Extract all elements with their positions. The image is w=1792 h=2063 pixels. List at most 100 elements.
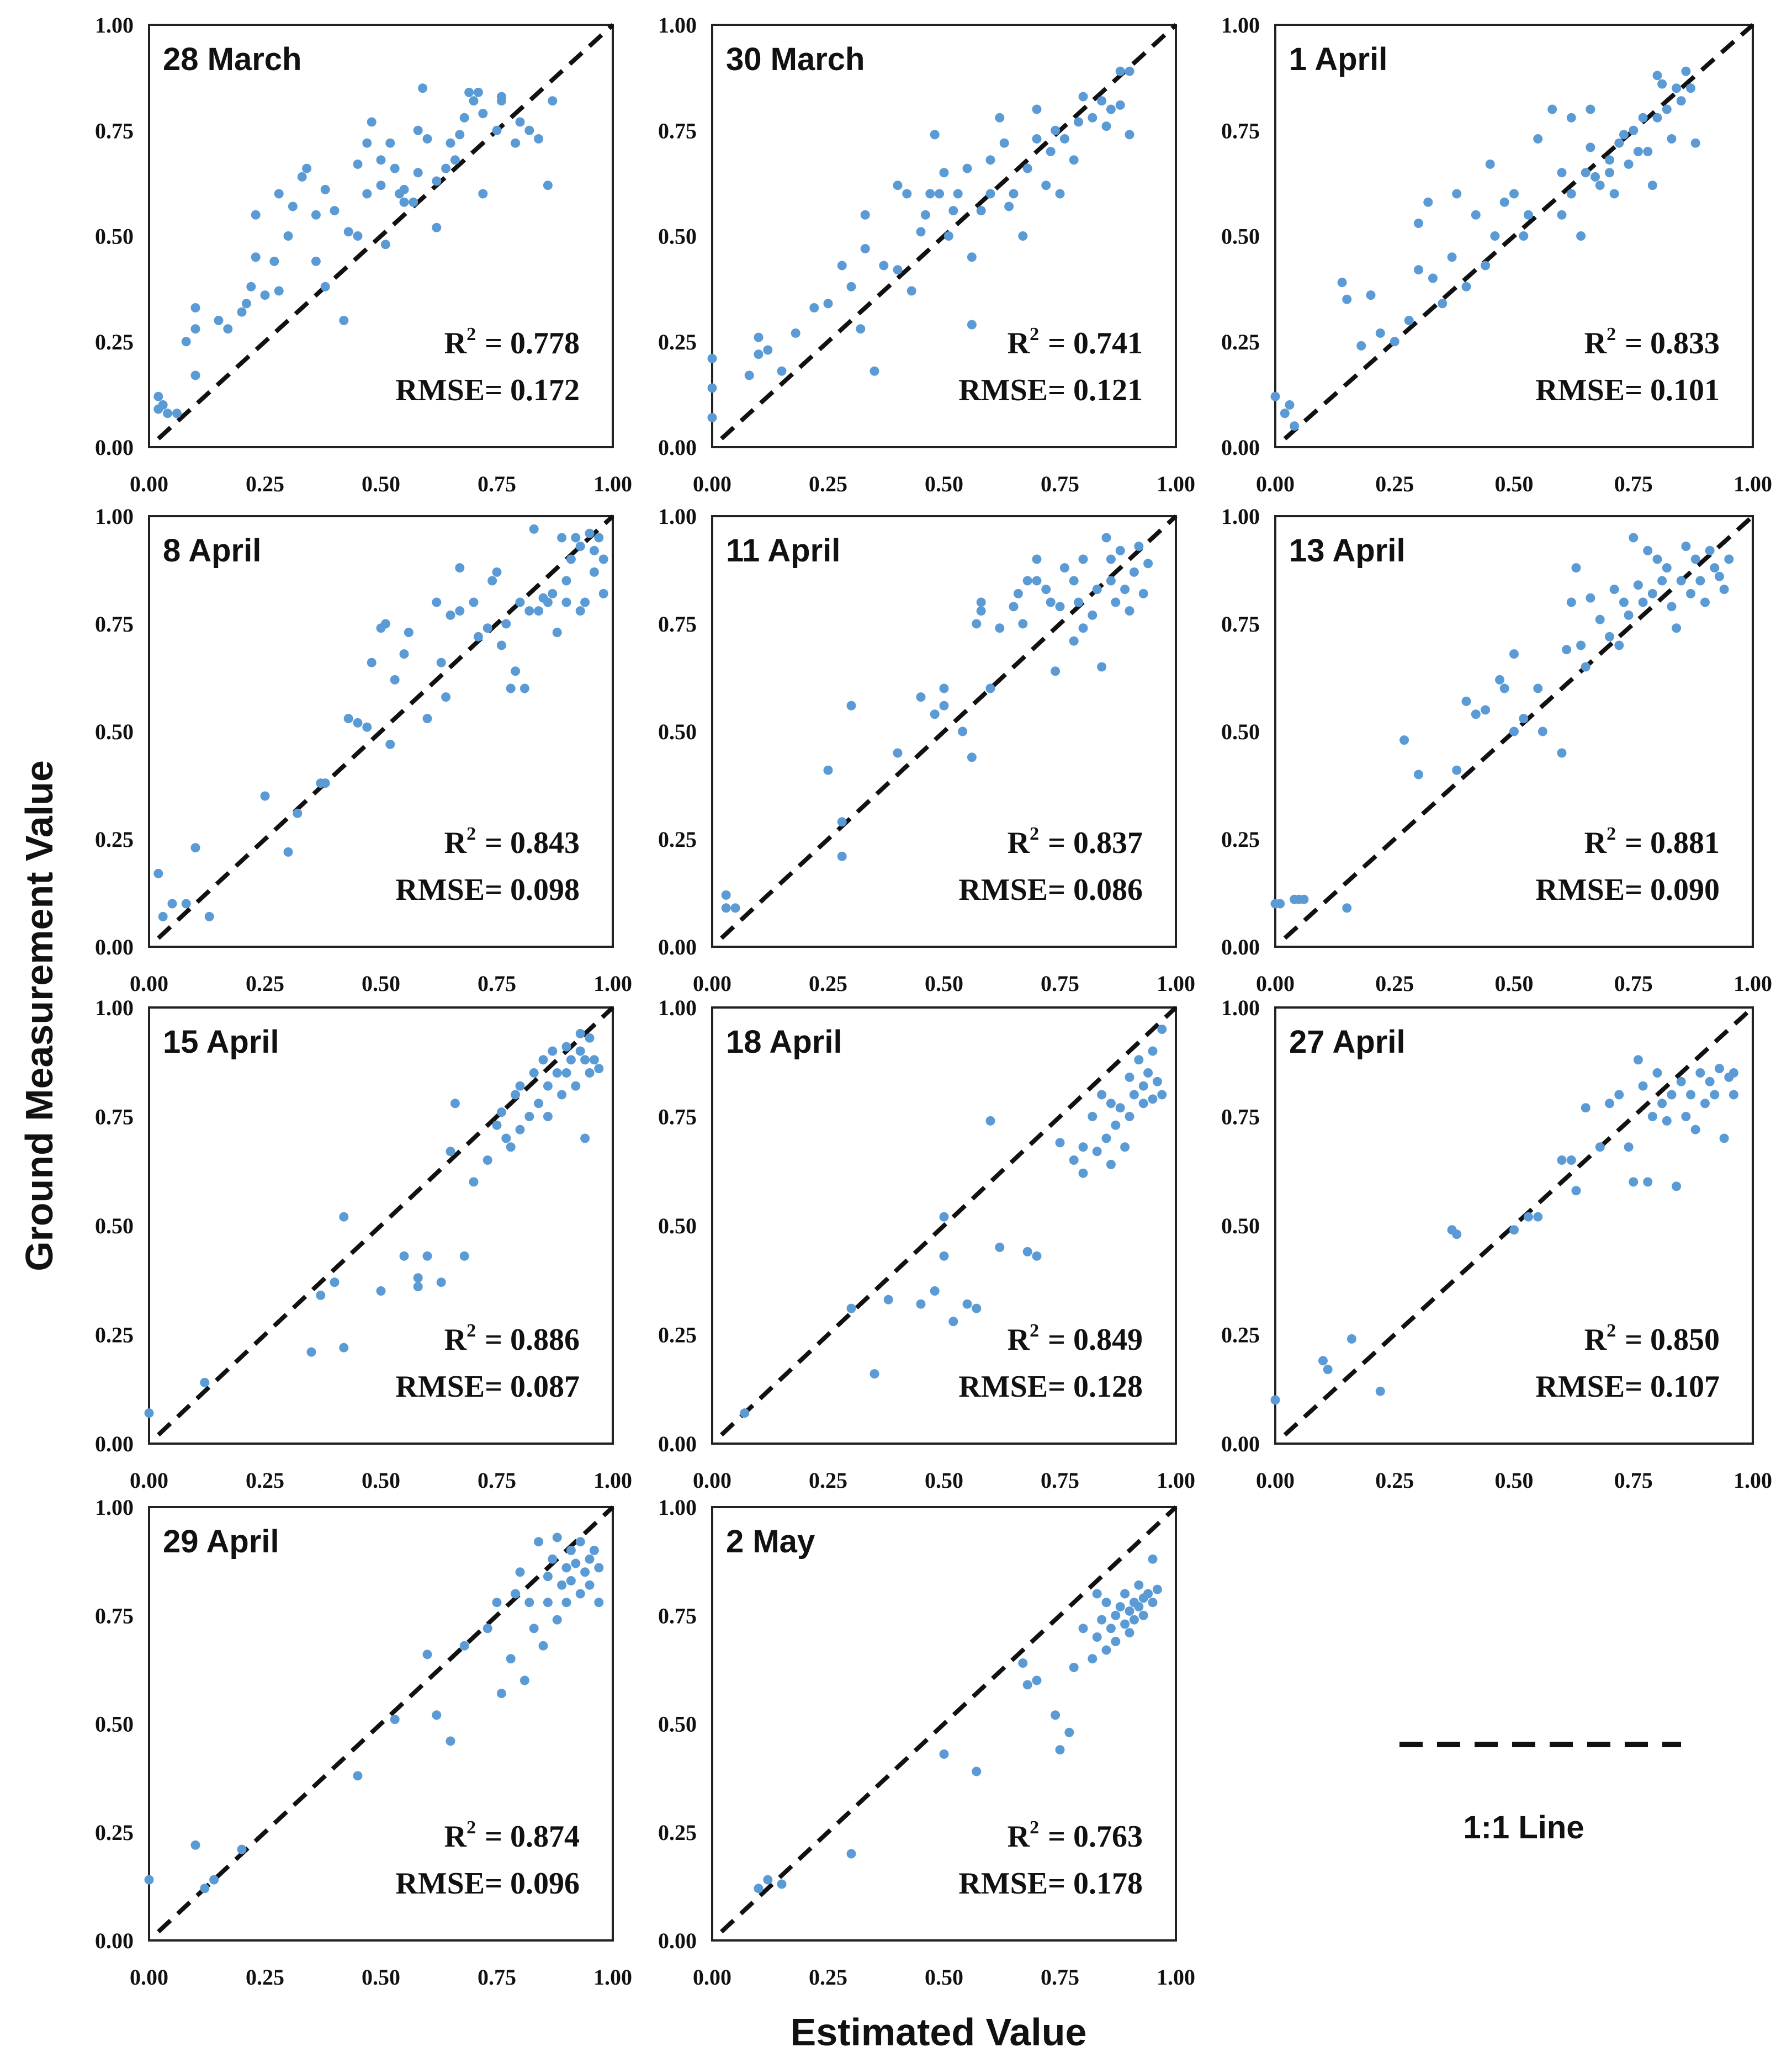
- data-point: [594, 1563, 604, 1573]
- data-point: [967, 252, 977, 262]
- data-point: [995, 113, 1005, 123]
- data-point: [1088, 1654, 1098, 1664]
- x-tick-label: 0.50: [362, 471, 400, 496]
- y-tick-label: 0.50: [658, 224, 697, 249]
- data-point: [1101, 533, 1111, 543]
- data-point: [566, 1546, 576, 1555]
- data-point: [575, 1589, 585, 1599]
- data-point: [246, 282, 256, 291]
- data-point: [1399, 735, 1409, 745]
- data-point: [548, 96, 558, 106]
- data-point: [594, 1598, 604, 1608]
- data-point: [413, 168, 423, 178]
- data-point: [1055, 1745, 1065, 1755]
- data-point: [1705, 1076, 1715, 1086]
- data-point: [1069, 576, 1079, 586]
- data-point: [548, 1554, 558, 1564]
- data-point: [311, 210, 321, 220]
- data-point: [1647, 588, 1657, 598]
- data-point: [935, 189, 945, 199]
- data-point: [501, 1133, 511, 1143]
- data-point: [492, 567, 502, 577]
- data-point: [976, 597, 986, 607]
- panel-title: 28 March: [163, 41, 301, 77]
- data-point: [589, 545, 599, 555]
- data-point: [1078, 623, 1088, 633]
- data-point: [837, 261, 847, 271]
- x-tick-label: 0.50: [925, 1965, 963, 1990]
- data-point: [172, 409, 182, 418]
- y-tick-label: 0.50: [1221, 224, 1260, 249]
- data-point: [455, 130, 465, 140]
- y-tick-label: 0.75: [95, 118, 134, 143]
- r-squared-stat: R2 = 0.881: [1584, 824, 1720, 860]
- data-point: [1629, 125, 1639, 135]
- data-point: [823, 299, 833, 309]
- y-tick-label: 0.50: [95, 719, 134, 744]
- data-point: [511, 666, 521, 676]
- data-point: [561, 576, 571, 586]
- data-point: [483, 1155, 492, 1165]
- data-point: [316, 1290, 326, 1300]
- x-tick-label: 0.25: [246, 1468, 284, 1493]
- data-point: [1595, 614, 1605, 624]
- data-point: [1681, 66, 1691, 76]
- data-point: [1700, 1099, 1710, 1109]
- data-point: [1059, 134, 1069, 144]
- data-point: [200, 1377, 210, 1387]
- data-point: [552, 1532, 562, 1542]
- data-point: [459, 113, 469, 123]
- data-point: [441, 692, 451, 702]
- data-point: [469, 597, 479, 607]
- data-point: [1428, 273, 1438, 283]
- data-point: [1566, 189, 1576, 199]
- data-point: [1009, 602, 1019, 612]
- data-point: [1705, 545, 1715, 555]
- data-point: [730, 903, 740, 913]
- data-point: [436, 657, 446, 667]
- data-point: [237, 307, 247, 317]
- data-point: [1471, 210, 1481, 220]
- data-point: [1342, 903, 1352, 913]
- data-point: [153, 391, 163, 401]
- scatter-panel: 0.00 0.25 0.50 0.75 1.00 0.00 0.25 0.50 0.75 1.00…: [1221, 995, 1772, 1493]
- y-tick-label: 0.25: [658, 330, 697, 354]
- data-point: [1638, 1081, 1648, 1091]
- data-point: [1337, 278, 1347, 288]
- y-tick-label: 1.00: [95, 1495, 134, 1520]
- data-point: [515, 597, 525, 607]
- data-point: [1485, 159, 1495, 169]
- data-point: [1022, 1247, 1032, 1256]
- data-point: [529, 1068, 539, 1078]
- data-point: [548, 1046, 558, 1056]
- scatter-panel: 0.00 0.25 0.50 0.75 1.00 0.00 0.25 0.50 0.75 1.00…: [658, 13, 1195, 496]
- data-point: [1581, 168, 1590, 178]
- data-point: [1375, 328, 1385, 338]
- data-point: [561, 1068, 571, 1078]
- data-point: [320, 184, 330, 194]
- data-point: [571, 533, 581, 543]
- data-point: [1129, 567, 1139, 577]
- data-point: [506, 1654, 516, 1664]
- data-point: [1690, 138, 1700, 148]
- data-point: [413, 125, 423, 135]
- data-point: [506, 683, 516, 693]
- data-point: [1581, 662, 1590, 672]
- data-point: [380, 240, 390, 250]
- data-point: [1729, 1068, 1738, 1078]
- y-tick-label: 1.00: [95, 504, 134, 529]
- data-point: [754, 1884, 764, 1894]
- data-point: [1138, 1081, 1148, 1091]
- data-point: [1115, 545, 1125, 555]
- data-point: [561, 597, 571, 607]
- data-point: [1452, 1229, 1462, 1239]
- data-point: [1481, 261, 1491, 271]
- data-point: [585, 1033, 595, 1043]
- data-point: [1676, 1076, 1686, 1086]
- data-point: [390, 675, 400, 685]
- data-point: [939, 1251, 949, 1261]
- data-point: [1452, 189, 1462, 199]
- data-point: [200, 1884, 210, 1894]
- data-point: [958, 726, 968, 736]
